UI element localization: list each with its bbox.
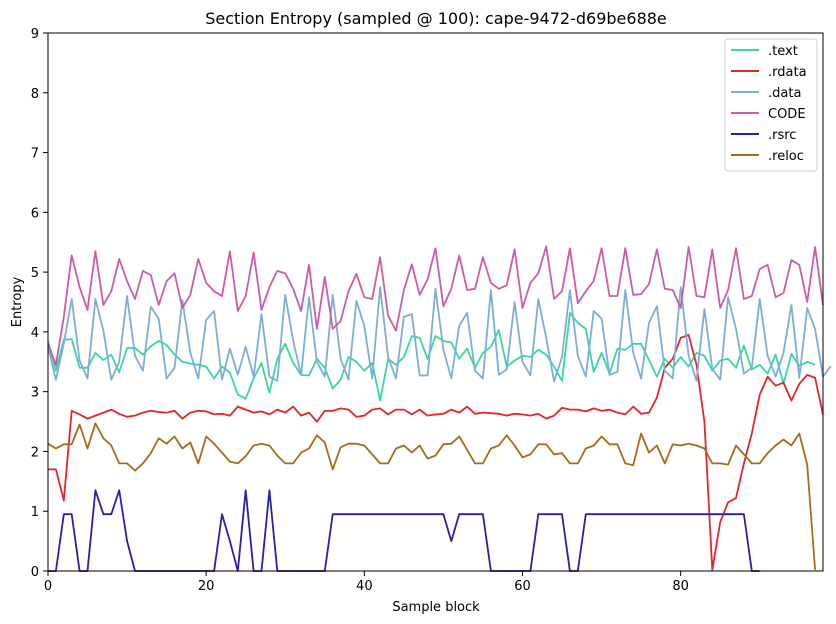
x-tick-label: 60	[514, 579, 531, 594]
y-tick-label: 3	[31, 386, 39, 401]
x-tick-label: 20	[198, 579, 215, 594]
legend-label: .text	[768, 44, 798, 59]
legend-label: CODE	[768, 107, 806, 122]
y-tick-label: 7	[31, 147, 39, 162]
x-tick-label: 0	[44, 579, 52, 594]
series-line-data	[47, 286, 832, 383]
y-tick-label: 1	[31, 505, 39, 520]
series-line-code	[47, 245, 824, 366]
y-tick-label: 2	[31, 445, 39, 460]
y-tick-label: 5	[31, 266, 39, 281]
x-axis-label: Sample block	[392, 600, 480, 615]
y-axis-ticks: 0 1 2 3 4 5 6 7 8 9	[31, 27, 48, 580]
legend-label: .data	[768, 86, 801, 101]
y-tick-label: 8	[31, 87, 39, 102]
series-line-rdata	[48, 333, 824, 571]
y-axis-label: Entropy	[10, 276, 25, 327]
x-tick-label: 80	[672, 579, 689, 594]
x-axis-ticks: 0 20 40 60 80	[44, 571, 689, 594]
y-tick-label: 9	[31, 27, 39, 42]
legend: .text .rdata .data CODE .rsrc .reloc	[724, 38, 818, 172]
legend-label: .reloc	[768, 149, 804, 164]
y-tick-label: 6	[31, 206, 39, 221]
plot-frame	[47, 32, 824, 572]
series-layer	[47, 245, 832, 572]
x-tick-label: 40	[356, 579, 373, 594]
y-tick-label: 0	[31, 565, 39, 580]
chart-title: Section Entropy (sampled @ 100): cape-94…	[205, 9, 667, 28]
y-tick-label: 4	[31, 326, 39, 341]
legend-label: .rdata	[768, 65, 807, 80]
legend-label: .rsrc	[768, 128, 796, 143]
series-line-reloc	[47, 422, 816, 570]
